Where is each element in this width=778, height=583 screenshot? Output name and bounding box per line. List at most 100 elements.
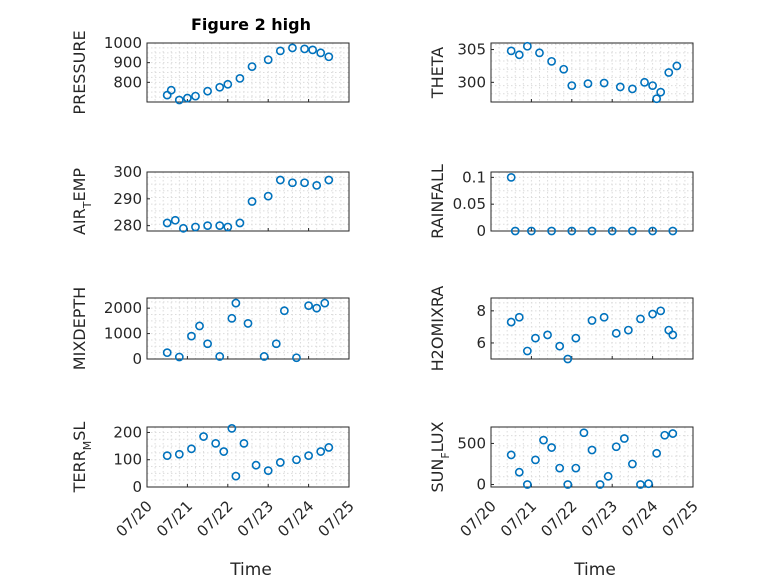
data-point xyxy=(308,45,318,55)
data-point xyxy=(219,447,229,456)
subplot-5: 0 1000 2000 MIXDEPTH xyxy=(70,287,350,370)
y-axis-label: RAINFALL xyxy=(428,164,447,239)
data-point xyxy=(567,226,577,236)
data-point xyxy=(522,480,532,489)
data-point xyxy=(563,480,573,489)
data-point xyxy=(316,48,326,58)
data-point xyxy=(235,218,245,228)
data-point xyxy=(571,463,581,473)
data-point xyxy=(162,218,172,228)
y-tick-label: 305 xyxy=(457,41,486,59)
y-axis-label: H2OMIXRA xyxy=(428,286,447,372)
y-tick-label: 0 xyxy=(132,478,142,496)
data-point xyxy=(162,348,172,358)
x-axis-label-left: Time xyxy=(229,560,272,580)
y-tick-label: 8 xyxy=(476,302,486,320)
data-point xyxy=(599,312,609,322)
y-tick-label: 1000 xyxy=(104,34,142,52)
data-point xyxy=(288,43,297,53)
data-point xyxy=(506,46,516,56)
data-point xyxy=(506,450,516,460)
data-point xyxy=(587,226,597,236)
x-tick-label: 07/24 xyxy=(618,497,661,540)
x-tick-label: 07/25 xyxy=(315,497,358,540)
data-point xyxy=(223,222,233,232)
y-tick-label: 290 xyxy=(113,190,142,208)
data-point xyxy=(324,175,334,185)
data-point xyxy=(203,221,212,231)
data-point xyxy=(514,312,524,322)
axes-frame xyxy=(490,42,694,103)
data-point xyxy=(263,191,273,201)
y-tick-label: 6 xyxy=(476,334,486,352)
data-point xyxy=(648,309,657,319)
y-tick-label: 0 xyxy=(132,350,142,368)
y-tick-label: 280 xyxy=(113,217,142,235)
data-point xyxy=(522,346,532,356)
y-tick-label: 200 xyxy=(113,423,142,441)
data-point xyxy=(215,352,225,361)
data-point xyxy=(660,430,670,440)
x-tick-label: 07/23 xyxy=(578,497,621,540)
data-point xyxy=(247,62,257,71)
subplot-6: 6 8 H2OMIXRA xyxy=(428,286,694,372)
y-axis-label: SUNFLUX xyxy=(428,421,452,492)
subplot-2: 300 305 THETA xyxy=(428,41,694,104)
data-point xyxy=(656,87,666,97)
data-point xyxy=(506,317,516,327)
x-tick-label: 07/20 xyxy=(113,497,156,540)
data-point xyxy=(506,172,516,182)
data-point xyxy=(259,352,269,361)
data-point xyxy=(664,68,674,77)
data-point xyxy=(312,181,322,190)
data-point xyxy=(215,221,225,231)
x-tick-label: 07/23 xyxy=(234,497,277,540)
data-point xyxy=(514,50,524,60)
y-tick-label: 300 xyxy=(457,73,486,91)
data-point xyxy=(543,330,552,340)
axes-frame xyxy=(490,171,694,232)
x-tick-label: 07/21 xyxy=(153,497,196,540)
x-tick-label: 07/22 xyxy=(537,497,580,540)
data-point xyxy=(178,223,188,233)
y-tick-label: 900 xyxy=(113,54,142,72)
y-tick-label: 300 xyxy=(113,163,142,181)
data-point xyxy=(611,442,621,452)
x-tick-label: 07/25 xyxy=(659,497,702,540)
data-point xyxy=(166,85,176,95)
x-axis-label-right: Time xyxy=(573,560,616,580)
data-point xyxy=(648,81,657,91)
data-point xyxy=(300,44,309,54)
data-point xyxy=(191,91,200,101)
data-point xyxy=(203,339,212,349)
data-point xyxy=(275,46,285,56)
data-point xyxy=(547,226,556,236)
data-point xyxy=(288,178,297,188)
data-point xyxy=(611,328,621,338)
y-tick-label: 0 xyxy=(476,476,486,494)
x-tick-label: 07/20 xyxy=(457,497,500,540)
data-point xyxy=(312,303,322,313)
data-point xyxy=(263,466,273,476)
data-point xyxy=(628,459,637,469)
data-point xyxy=(668,429,678,438)
data-point xyxy=(535,48,544,58)
data-point xyxy=(223,79,233,89)
y-tick-label: 0.1 xyxy=(462,168,486,186)
y-tick-label: 800 xyxy=(113,73,142,91)
data-point xyxy=(619,434,629,443)
data-point xyxy=(640,77,649,87)
data-point xyxy=(547,56,556,66)
data-point xyxy=(628,226,637,236)
y-tick-label: 0 xyxy=(476,222,486,240)
data-point xyxy=(539,435,548,445)
y-axis-label: MIXDEPTH xyxy=(70,287,89,370)
data-point xyxy=(170,215,180,225)
subplot-3: 280 290 300 AIRTEMP xyxy=(70,163,350,235)
data-point xyxy=(203,86,212,96)
data-point xyxy=(559,64,569,74)
data-point xyxy=(231,471,241,481)
data-point xyxy=(215,82,225,92)
axes-frame xyxy=(490,426,694,488)
